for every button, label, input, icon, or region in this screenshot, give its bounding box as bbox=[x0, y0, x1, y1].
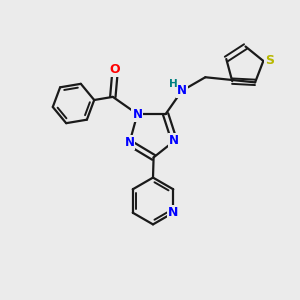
Text: N: N bbox=[132, 108, 142, 121]
Text: N: N bbox=[124, 136, 134, 149]
Text: N: N bbox=[177, 84, 187, 97]
Text: O: O bbox=[110, 63, 120, 76]
Text: N: N bbox=[169, 134, 179, 147]
Text: H: H bbox=[169, 79, 178, 89]
Text: S: S bbox=[266, 55, 274, 68]
Text: N: N bbox=[168, 206, 178, 219]
